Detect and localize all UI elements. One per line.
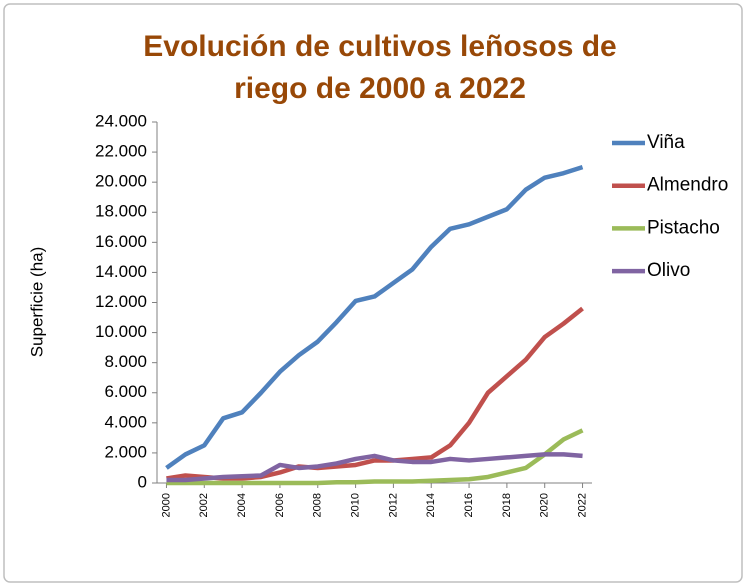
x-tick-label: 2022 xyxy=(576,493,588,517)
x-tick-label: 2002 xyxy=(198,493,210,517)
x-tick-label: 2018 xyxy=(501,493,513,517)
y-tick-label: 16.000 xyxy=(95,232,147,251)
y-tick-label: 2.000 xyxy=(104,442,147,461)
series-line xyxy=(166,428,584,486)
y-axis-label: Superficie (ha) xyxy=(27,247,46,358)
chart-title: Evolución de cultivos leñosos de xyxy=(143,30,616,63)
y-tick-label: 14.000 xyxy=(95,262,147,281)
x-tick-label: 2004 xyxy=(236,493,248,517)
series-line xyxy=(166,452,583,483)
y-tick-label: 20.000 xyxy=(95,172,147,191)
y-tick-label: 10.000 xyxy=(95,322,147,341)
chart-title: riego de 2000 a 2022 xyxy=(234,72,526,105)
x-tick-label: 2020 xyxy=(539,493,551,517)
y-tick-label: 12.000 xyxy=(95,292,147,311)
y-tick-label: 22.000 xyxy=(95,142,147,161)
y-tick-label: 18.000 xyxy=(95,202,147,221)
x-tick-label: 2012 xyxy=(387,493,399,517)
y-tick-label: 4.000 xyxy=(104,412,147,431)
legend-label: Pistacho xyxy=(647,217,720,238)
chart-border xyxy=(3,3,743,583)
y-tick-label: 24.000 xyxy=(95,111,147,130)
series-line xyxy=(165,164,584,470)
x-tick-label: 2014 xyxy=(425,493,437,517)
x-tick-label: 2016 xyxy=(463,493,475,517)
x-tick-label: 2010 xyxy=(349,493,361,517)
legend-label: Olivo xyxy=(647,260,690,281)
y-tick-label: 8.000 xyxy=(104,352,147,371)
y-tick-label: 0 xyxy=(138,472,147,491)
x-tick-label: 2000 xyxy=(160,493,172,517)
x-tick-label: 2006 xyxy=(274,493,286,517)
x-tick-label: 2008 xyxy=(312,493,324,517)
y-tick-label: 6.000 xyxy=(104,382,147,401)
legend-label: Viña xyxy=(647,132,685,153)
legend-label: Almendro xyxy=(647,175,728,196)
